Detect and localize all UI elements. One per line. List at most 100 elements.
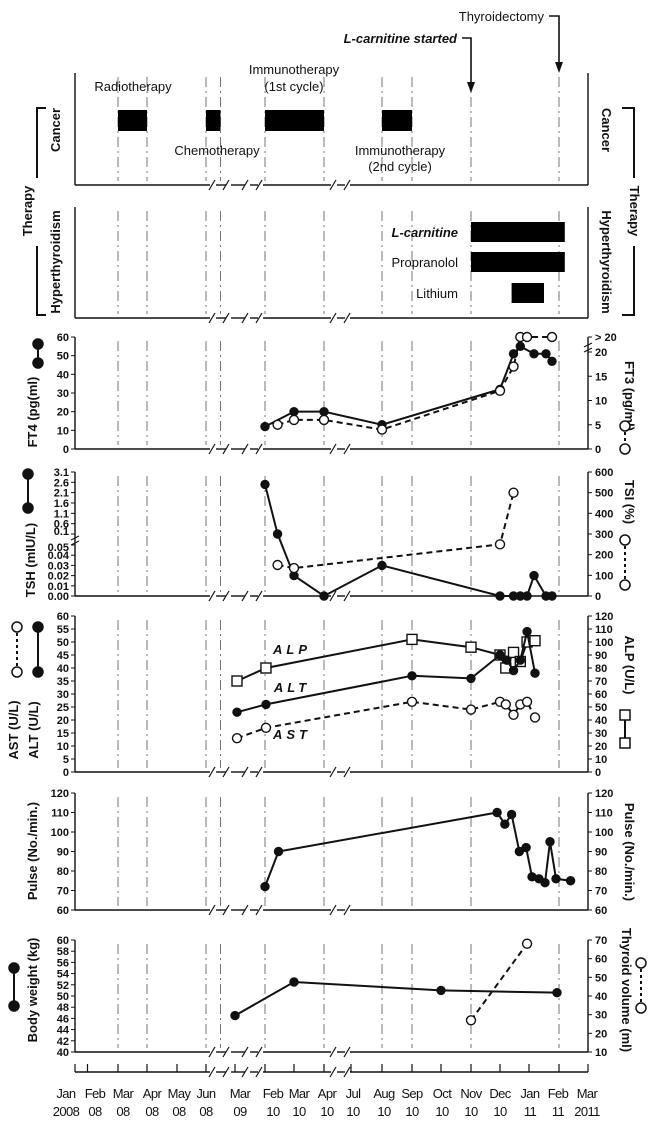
left-tick-label: 0 [63,444,69,456]
date-tick-year: 10 [377,1104,391,1119]
liver-data-point [522,626,532,637]
weight-data-point [465,1015,477,1026]
tsh-data-point [319,591,329,601]
liver-data-point [530,668,540,678]
left-tick-label: 0.00 [48,591,69,603]
liver-data-point [507,646,520,659]
left-tick-label: 0.04 [48,550,70,562]
right-tick-label: 20 [595,347,607,359]
tsh-data-point [547,591,557,601]
arrow-head-icon [555,62,563,73]
tsi-axis-title: TSI (%) [622,480,637,524]
right-tick-label: 10 [595,396,607,408]
date-tick-year: 10 [435,1104,449,1119]
ft4-data-point [289,406,299,417]
date-tick-month: Sep [401,1086,423,1101]
ft4-data-point [541,349,551,359]
ft4-data-point [260,421,270,432]
right-tick-label: 20 [595,1028,607,1040]
axis-break-mark [329,590,337,602]
date-tick-month: Mar [577,1086,599,1101]
arrow-head-icon [467,82,475,93]
right-tick-label: 90 [595,650,607,662]
left-tick-label: 0.05 [48,542,69,554]
left-tick-label: 0.03 [48,560,69,572]
left-tick-label: 0.6 [54,519,69,531]
axis-break-mark [343,590,351,602]
axis-break-mark [329,766,337,778]
ft4-series-0-line [264,345,553,428]
tsh-data-point [272,559,283,571]
therapy-bar [206,110,221,131]
cancer-label-left: Cancer [48,108,63,152]
ft4-data-point [288,414,300,426]
therapy-bar-propranolol [471,252,565,272]
bar-label-immunotherapy-1-cycle: (1st cycle) [264,79,323,94]
right-tick-label: 100 [595,827,613,839]
right-tick-label: 30 [595,728,607,740]
event-arrow-l-carnitine [462,37,472,86]
axis-break-mark [255,312,263,324]
ft4-data-point [376,424,388,435]
therapy-bar [382,110,412,131]
pulse-data-point [551,874,561,884]
legend-open-circle-marker [619,534,631,546]
left-tick-label: 3.1 [54,467,69,479]
axis-break-mark [208,1066,216,1078]
bar-label-l-carnitine: L-carnitine [392,225,458,240]
event-label-l-carnitine-started: L-carnitine started [344,31,458,46]
therapy-bar [265,110,324,131]
ft4-data-point [272,419,283,430]
right-tick-label: 20 [595,741,607,753]
left-tick-label: 100 [51,827,69,839]
right-tick-label: 90 [595,847,607,859]
axis-break-mark [343,443,351,455]
date-tick-month: Jan [56,1086,76,1101]
therapy-label-right: Therapy [627,186,642,237]
event-arrow-thyroidectomy [549,15,560,66]
legend-open-circle-marker [635,1002,647,1014]
date-tick-year: 10 [320,1104,334,1119]
date-tick-month: May [168,1086,192,1101]
pulse-data-point [500,819,510,829]
axis-break-mark [241,312,249,324]
right-tick-label: 110 [595,624,613,636]
right-tick-label: 400 [595,508,613,520]
ft4-data-point [521,331,533,343]
date-tick-year: 08 [116,1104,130,1119]
right-tick-label: 200 [595,550,613,562]
tsh-axis-title: TSH (mIU/L) [23,523,38,597]
tsh-data-point [494,539,506,550]
left-tick-label: 50 [57,991,69,1003]
left-tick-label: 58 [57,946,69,958]
pulse-axis-title-right: Pulse (No./min.) [622,803,637,901]
legend-filled-circle-marker [8,962,20,974]
axis-break-mark [329,1046,337,1058]
series-label-ast: AST [272,727,311,742]
bar-label-radiotherapy: Radiotherapy [94,79,172,94]
axis-break-mark [329,179,337,191]
left-tick-label: 44 [57,1025,70,1037]
left-tick-label: 50 [57,351,69,363]
axis-break-mark [343,766,351,778]
liver-data-point [508,665,519,676]
bar-label-immunotherapy-2-cycle: (2nd cycle) [368,159,432,174]
left-tick-label: 5 [63,754,69,766]
left-tick-label: 120 [51,788,69,800]
right-tick-label: 50 [595,702,607,714]
bar-label-chemotherapy: Chemotherapy [174,143,260,158]
right-tick-label: > 20 [595,332,617,344]
axis-break-mark [222,590,230,602]
pulse-data-point [540,878,550,888]
ft4-data-point [529,349,539,359]
date-tick-year: 2008 [53,1104,80,1119]
left-tick-label: 1.1 [54,508,69,520]
left-tick-label: 0.02 [48,571,69,583]
axis-break-mark [222,904,230,916]
left-tick-label: 40 [57,369,69,381]
liver-data-point [508,709,519,720]
pulse-data-point [545,837,555,847]
ft4-data-point [318,414,330,426]
liver-data-point [515,655,525,665]
right-tick-label: 100 [595,637,613,649]
